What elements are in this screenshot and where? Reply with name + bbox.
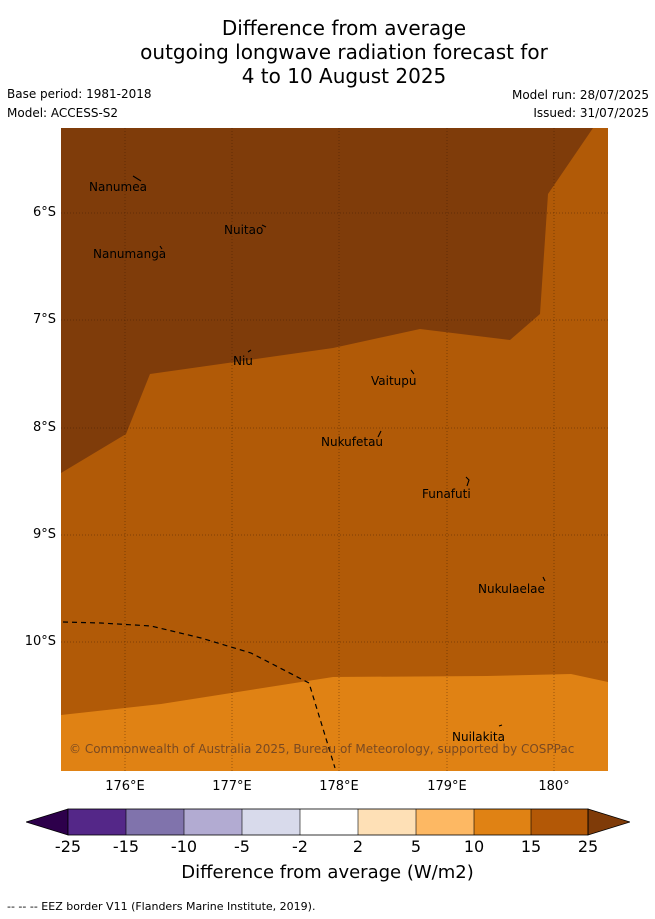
colorbar-tick-m25: -25 (54, 837, 82, 856)
island-nanumanga (159, 245, 163, 250)
colorbar-extend-high (587, 808, 630, 836)
place-funafuti: Funafuti (422, 487, 471, 501)
colorbar-bin-3 (184, 809, 242, 835)
colorbar-tick-m2: -2 (292, 837, 308, 856)
island-nuitao (261, 224, 267, 228)
place-niu: Niu (233, 354, 253, 368)
base-period: Base period: 1981-2018 (7, 87, 152, 101)
colorbar (26, 808, 630, 836)
island-outlines (132, 175, 546, 727)
colorbar-tick-2: 2 (352, 837, 364, 856)
colorbar-label: Difference from average (W/m2) (181, 862, 474, 883)
island-nuilakita (498, 724, 503, 727)
lat-tick-10s: 10°S (24, 634, 56, 649)
colorbar-bin-2 (126, 809, 184, 835)
place-vaitupu: Vaitupu (371, 374, 417, 388)
lat-tick-8s: 8°S (32, 420, 56, 435)
title-line-3: 4 to 10 August 2025 (241, 64, 447, 88)
lat-tick-9s: 9°S (32, 527, 56, 542)
eez-border (62, 621, 336, 769)
island-nanumea (132, 175, 142, 182)
colorbar-bin-4 (242, 809, 300, 835)
issued-date: Issued: 31/07/2025 (533, 106, 649, 120)
place-nukulaelae: Nukulaelae (478, 582, 545, 596)
colorbar-tick-10: 10 (463, 837, 485, 856)
island-niu (247, 349, 252, 353)
place-nanumea: Nanumea (89, 180, 147, 194)
model-name: Model: ACCESS-S2 (7, 106, 119, 120)
lon-tick-179e: 179°E (427, 779, 467, 794)
place-nanumanga: Nanumanga (93, 247, 167, 261)
place-nuilakita: Nuilakita (452, 730, 505, 744)
place-nuitao: Nuitao (224, 223, 264, 237)
colorbar-tick-15: 15 (520, 837, 542, 856)
eez-footnote: -- -- -- EEZ border V11 (Flanders Marine… (7, 900, 316, 913)
lat-tick-7s: 7°S (32, 312, 56, 327)
title-line-1: Difference from average (221, 16, 467, 40)
island-nukufetau (377, 430, 382, 438)
colorbar-bin-5 (300, 809, 358, 835)
colorbar-tick-5: 5 (410, 837, 422, 856)
island-vaitupu (410, 369, 415, 375)
colorbar-bin-6 (358, 809, 416, 835)
grid-lines (61, 128, 608, 771)
map-title: Difference from average outgoing longwav… (0, 16, 655, 88)
lon-tick-180: 180° (538, 779, 570, 794)
island-funafuti (465, 476, 470, 487)
colorbar-bin-9 (531, 809, 588, 835)
island-nukulaelae (542, 576, 546, 582)
colorbar-bin-8 (474, 809, 531, 835)
colorbar-bin-7 (416, 809, 474, 835)
copyright-notice: © Commonwealth of Australia 2025, Bureau… (69, 742, 575, 756)
title-line-2: outgoing longwave radiation forecast for (140, 40, 548, 64)
anomaly-band-above-25 (61, 128, 593, 473)
colorbar-tick-25: 25 (577, 837, 599, 856)
colorbar-tick-m15: -15 (112, 837, 140, 856)
model-run: Model run: 28/07/2025 (511, 88, 649, 102)
lon-tick-178e: 178°E (319, 779, 359, 794)
colorbar-frame (67, 808, 589, 836)
lon-tick-177e: 177°E (212, 779, 252, 794)
lon-tick-176e: 176°E (105, 779, 145, 794)
colorbar-extend-low (26, 808, 69, 836)
colorbar-bin-1 (68, 809, 126, 835)
place-nukufetau: Nukufetau (321, 435, 384, 449)
anomaly-band-10-15 (61, 674, 608, 771)
lat-tick-6s: 6°S (32, 205, 56, 220)
colorbar-tick-m5: -5 (234, 837, 250, 856)
colorbar-tick-m10: -10 (170, 837, 198, 856)
map-plot (61, 128, 608, 771)
